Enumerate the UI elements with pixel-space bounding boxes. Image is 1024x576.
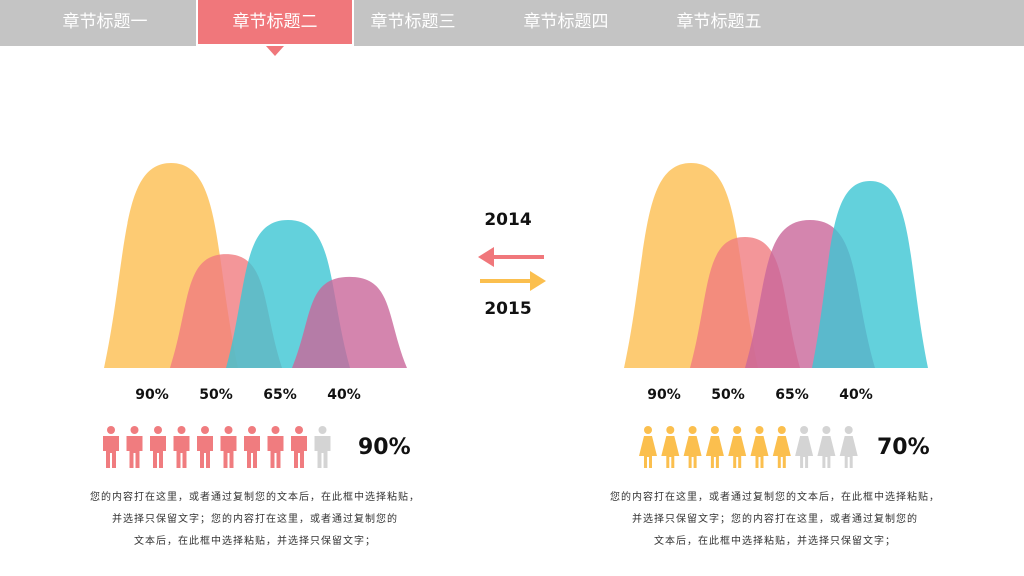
right-summary-percent: 70%	[877, 435, 930, 460]
left-area-4	[292, 276, 407, 368]
female-person-icon-8	[795, 426, 814, 468]
left-label-2: 50%	[199, 387, 233, 403]
female-person-icon-7	[772, 426, 791, 468]
male-person-icon-5	[197, 426, 213, 468]
female-person-icon-9	[817, 426, 836, 468]
left-label-4: 40%	[327, 387, 361, 403]
active-tab-pointer	[266, 46, 284, 56]
male-person-icon-10	[314, 426, 331, 468]
left-label-3: 65%	[263, 387, 297, 403]
arrow-right-head	[530, 271, 546, 291]
left-summary-percent: 90%	[358, 435, 411, 460]
male-person-icon-9	[291, 426, 307, 468]
arrow-left-head	[478, 247, 494, 267]
male-person-icon-7	[244, 426, 260, 468]
tab-section-5[interactable]: 章节标题五	[676, 12, 762, 32]
female-person-icon-5	[728, 426, 747, 468]
tab-section-3[interactable]: 章节标题三	[370, 12, 456, 32]
right-area-4	[812, 181, 928, 368]
tab-section-2[interactable]: 章节标题二	[196, 0, 354, 46]
female-person-icon-3	[683, 426, 702, 468]
female-person-icon-4	[705, 426, 724, 468]
right-label-4: 40%	[839, 387, 873, 403]
male-person-icon-2	[126, 426, 143, 468]
tab-section-1[interactable]: 章节标题一	[62, 12, 148, 32]
right-description-line-1: 您的内容打在这里，或者通过复制您的文本后，在此框中选择粘贴，	[610, 492, 940, 503]
male-person-icon-8	[267, 426, 284, 468]
right-label-3: 65%	[775, 387, 809, 403]
year-2014-label: 2014	[484, 210, 532, 230]
tab-section-4[interactable]: 章节标题四	[523, 12, 609, 32]
male-person-icon-4	[173, 426, 190, 468]
male-person-icon-6	[220, 426, 237, 468]
male-person-icon-1	[103, 426, 119, 468]
female-person-icon-1	[639, 426, 657, 468]
top-nav-bar	[0, 0, 1024, 46]
right-label-1: 90%	[647, 387, 681, 403]
left-label-1: 90%	[135, 387, 169, 403]
left-description: 您的内容打在这里，或者通过复制您的文本后，在此框中选择粘贴， 并选择只保留文字；…	[60, 487, 450, 553]
right-description: 您的内容打在这里，或者通过复制您的文本后，在此框中选择粘贴， 并选择只保留文字；…	[580, 487, 970, 553]
right-label-2: 50%	[711, 387, 745, 403]
female-person-icon-10	[839, 426, 858, 468]
female-person-icon-6	[750, 426, 769, 468]
male-person-icon-3	[150, 426, 166, 468]
left-description-line-1: 您的内容打在这里，或者通过复制您的文本后，在此框中选择粘贴，	[90, 492, 420, 503]
left-description-line-3: 文本后，在此框中选择粘贴，并选择只保留文字；	[134, 536, 376, 547]
year-2015-label: 2015	[484, 299, 532, 319]
right-description-line-2: 并选择只保留文字；您的内容打在这里，或者通过复制您的	[632, 514, 918, 525]
female-person-icon-2	[661, 426, 680, 468]
right-description-line-3: 文本后，在此框中选择粘贴，并选择只保留文字；	[654, 536, 896, 547]
left-description-line-2: 并选择只保留文字；您的内容打在这里，或者通过复制您的	[112, 514, 398, 525]
